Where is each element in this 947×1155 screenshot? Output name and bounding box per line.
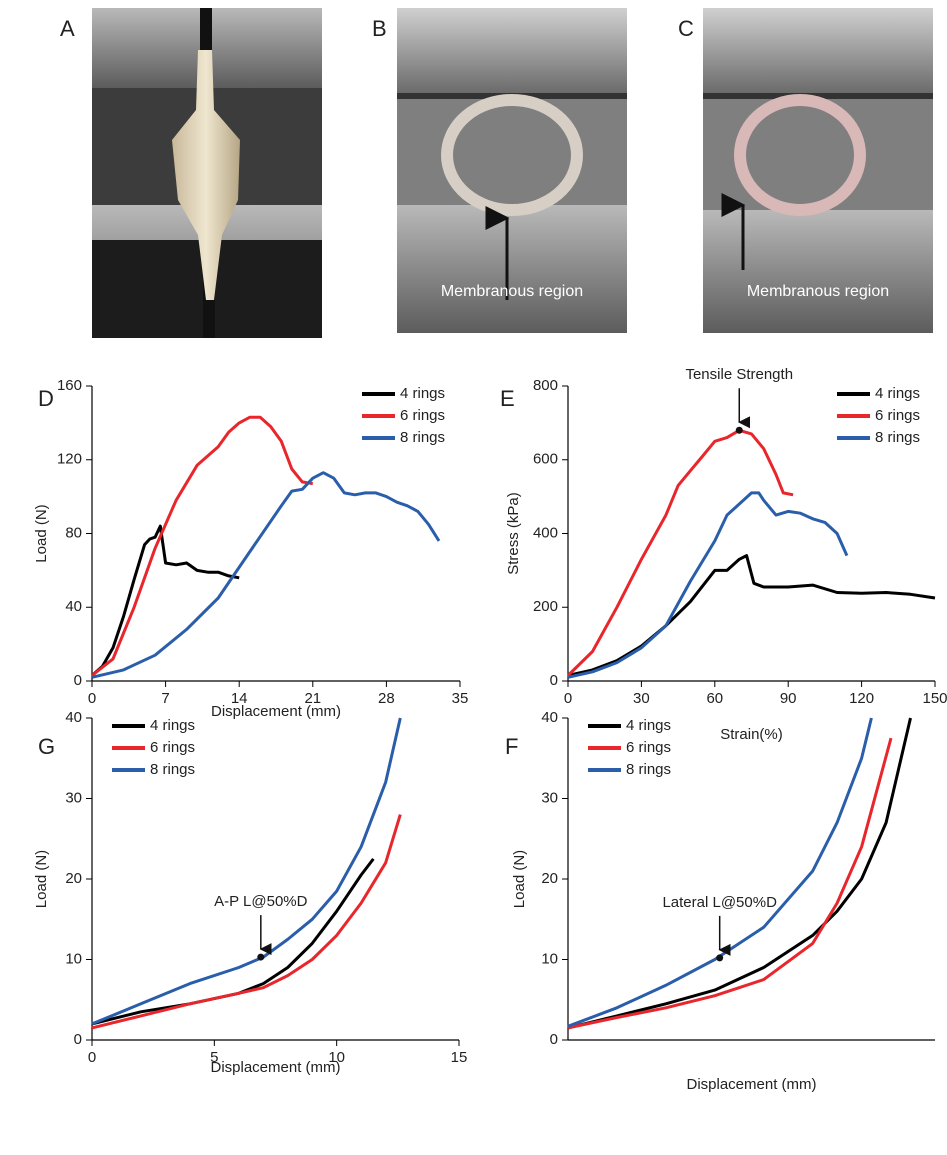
x-tick-label: 120 <box>849 690 874 707</box>
x-tick-label: 5 <box>210 1049 218 1066</box>
panel-label: B <box>372 16 387 41</box>
line <box>567 717 873 1028</box>
x-tick-label: 30 <box>633 690 650 707</box>
y-tick-label: 20 <box>541 870 558 887</box>
annotation-label: Tensile Strength <box>685 366 793 383</box>
x-tick-label: 21 <box>304 690 321 707</box>
line <box>91 524 240 677</box>
x-tick-label: 0 <box>564 690 572 707</box>
legend-label: 8 rings <box>400 429 445 446</box>
y-tick-label: 600 <box>533 451 558 468</box>
legend-label: 4 rings <box>875 385 920 402</box>
legend-label: 4 rings <box>400 385 445 402</box>
legend-label: 6 rings <box>150 739 195 756</box>
y-tick-label: 160 <box>57 377 82 394</box>
x-tick-label: 0 <box>88 1049 96 1066</box>
y-axis-title: Load (N) <box>511 850 528 908</box>
line <box>567 491 849 679</box>
y-tick-label: 0 <box>74 672 82 689</box>
x-tick-label: 0 <box>88 690 96 707</box>
legend-label: 6 rings <box>400 407 445 424</box>
panel-label: A <box>60 16 75 41</box>
line <box>567 717 912 1030</box>
legend-label: 4 rings <box>150 717 195 734</box>
x-axis-title: Displacement (mm) <box>210 1059 340 1076</box>
annotation-point <box>735 426 743 434</box>
line <box>91 471 441 679</box>
y-tick-label: 200 <box>533 598 558 615</box>
y-axis-title: Load (N) <box>33 850 50 908</box>
line <box>91 814 402 1030</box>
legend-label: 6 rings <box>875 407 920 424</box>
legend-label: 4 rings <box>626 717 671 734</box>
x-tick-label: 14 <box>231 690 248 707</box>
y-tick-label: 20 <box>65 870 82 887</box>
legend-label: 8 rings <box>150 761 195 778</box>
x-tick-label: 10 <box>328 1049 345 1066</box>
x-axis-title: Displacement (mm) <box>211 703 341 720</box>
annotation-label: Lateral L@50%D <box>662 894 777 911</box>
legend-label: 6 rings <box>626 739 671 756</box>
x-tick-label: 60 <box>706 690 723 707</box>
y-tick-label: 800 <box>533 377 558 394</box>
photo-c <box>703 8 933 333</box>
annotation-point <box>257 953 265 961</box>
photo-a <box>92 8 322 338</box>
line <box>91 415 314 677</box>
y-tick-label: 0 <box>550 1031 558 1048</box>
panel-label: F <box>505 734 518 759</box>
photo-annotation: Membranous region <box>747 283 889 300</box>
photo-b <box>397 8 627 333</box>
line <box>567 737 893 1030</box>
y-axis-title: Stress (kPa) <box>505 492 522 575</box>
x-tick-label: 90 <box>780 690 797 707</box>
x-tick-label: 35 <box>452 690 469 707</box>
y-axis-title: Load (N) <box>33 504 50 562</box>
x-tick-label: 28 <box>378 690 395 707</box>
line <box>91 857 375 1026</box>
panel-label: C <box>678 16 694 41</box>
line <box>91 717 402 1026</box>
x-tick-label: 150 <box>922 690 947 707</box>
y-tick-label: 400 <box>533 524 558 541</box>
panel-label: E <box>500 386 515 411</box>
y-tick-label: 40 <box>65 709 82 726</box>
y-tick-label: 40 <box>541 709 558 726</box>
x-tick-label: 15 <box>451 1049 468 1066</box>
legend-label: 8 rings <box>875 429 920 446</box>
photo-annotation: Membranous region <box>441 283 583 300</box>
y-tick-label: 0 <box>550 672 558 689</box>
annotation-point <box>716 954 724 962</box>
y-tick-label: 30 <box>541 789 558 806</box>
panel-label: G <box>38 734 55 759</box>
annotation-label: A-P L@50%D <box>214 893 307 910</box>
y-tick-label: 40 <box>65 598 82 615</box>
y-tick-label: 0 <box>74 1031 82 1048</box>
y-tick-label: 80 <box>65 524 82 541</box>
y-tick-label: 10 <box>541 950 558 967</box>
x-axis-title: Strain(%) <box>720 726 783 743</box>
x-axis-title: Displacement (mm) <box>686 1076 816 1093</box>
line <box>566 428 794 677</box>
y-tick-label: 120 <box>57 451 82 468</box>
panel-label: D <box>38 386 54 411</box>
y-tick-label: 10 <box>65 950 82 967</box>
y-tick-label: 30 <box>65 789 82 806</box>
x-tick-label: 7 <box>161 690 169 707</box>
legend-label: 8 rings <box>626 761 671 778</box>
